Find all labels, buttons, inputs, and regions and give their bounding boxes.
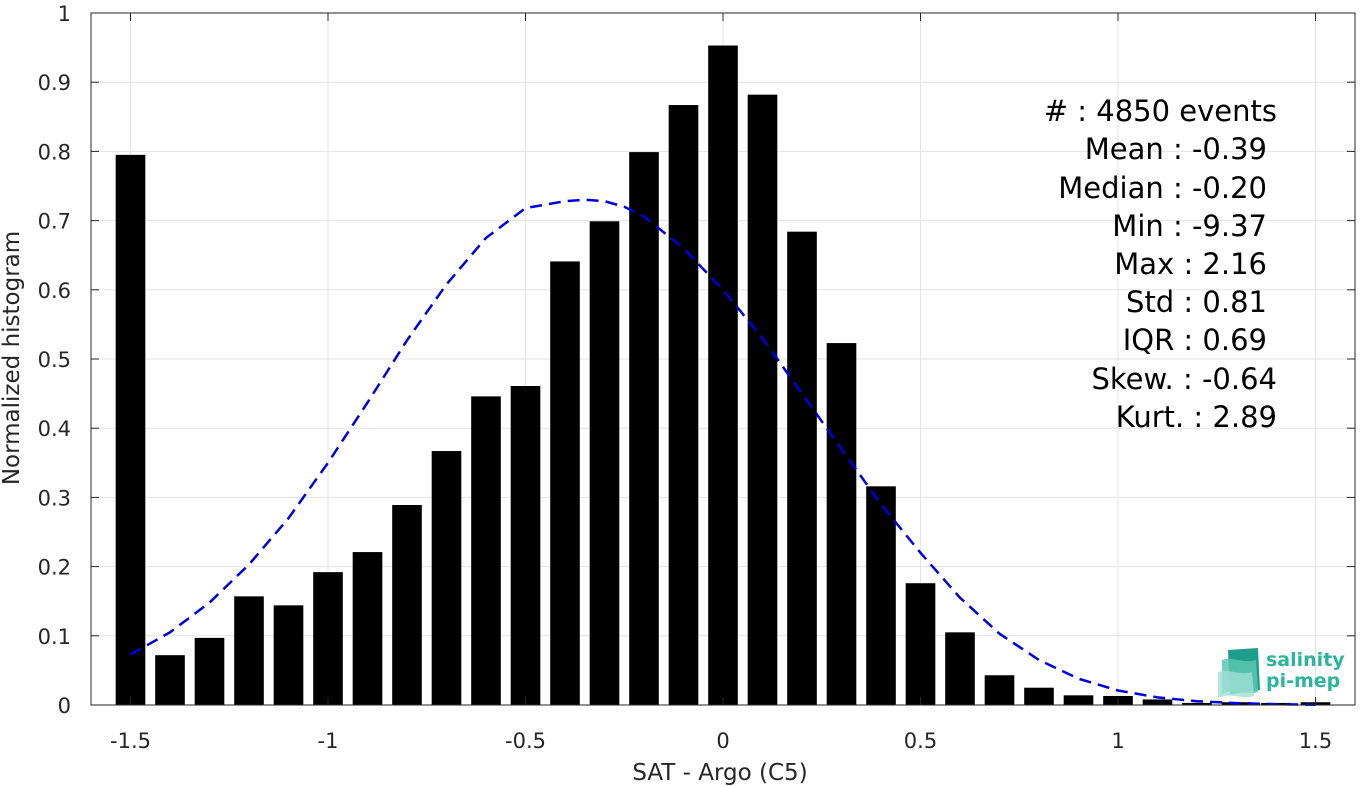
- histogram-bar: [984, 675, 1015, 705]
- stat-mean: Mean : -0.39: [1085, 132, 1267, 166]
- stat-min: Min : -9.37: [1112, 209, 1267, 243]
- histogram-bar: [194, 637, 225, 705]
- histogram-bar: [115, 154, 146, 706]
- x-tick-label: -1.5: [110, 729, 151, 753]
- stat-max: Max : 2.16: [1114, 247, 1267, 281]
- histogram-bar: [826, 343, 857, 705]
- y-tick-label: 0.9: [38, 71, 71, 95]
- histogram-bar: [787, 231, 817, 705]
- histogram-bar: [1024, 687, 1054, 705]
- x-tick-label: -1: [318, 729, 339, 753]
- stat-iqr: IQR : 0.69: [1123, 323, 1267, 357]
- wave-logo-icon: [1218, 648, 1260, 698]
- stat-skew: Skew. : -0.64: [1091, 362, 1277, 396]
- histogram-bar: [708, 45, 738, 706]
- y-tick-label: 0.4: [38, 417, 71, 441]
- histogram-bar: [234, 596, 264, 705]
- histogram-bar: [392, 505, 422, 705]
- y-tick-label: 1: [58, 2, 71, 26]
- histogram-bar: [589, 221, 620, 706]
- stat-kurt: Kurt. : 2.89: [1116, 400, 1277, 434]
- y-tick-label: 0.1: [38, 625, 71, 649]
- histogram-bar: [945, 632, 975, 705]
- y-tick-label: 0.3: [38, 486, 71, 510]
- histogram-bar: [866, 486, 896, 705]
- histogram-bar: [352, 552, 383, 705]
- stat-std: Std : 0.81: [1126, 285, 1267, 319]
- histogram-bar: [629, 152, 659, 706]
- histogram-bar: [471, 396, 501, 705]
- y-axis-ticks: 0 0.1 0.2 0.3 0.4 0.5 0.6 0.7 0.8 0.9 1: [38, 2, 1355, 718]
- y-tick-label: 0: [58, 694, 71, 718]
- histogram-bars: [115, 45, 1331, 706]
- histogram-bar: [273, 605, 304, 705]
- x-axis-ticks: -1.5 -1 -0.5 0 0.5 1 1.5: [110, 13, 1332, 753]
- y-tick-label: 0.8: [38, 140, 71, 164]
- histogram-bar: [155, 655, 185, 705]
- logo-text-pimep: pi-mep: [1266, 670, 1340, 692]
- histogram-bar: [1063, 695, 1094, 705]
- stat-events: # : 4850 events: [1044, 94, 1277, 128]
- x-tick-label: 0.5: [904, 729, 937, 753]
- histogram-bar: [747, 94, 778, 705]
- histogram-bar: [905, 583, 936, 705]
- y-tick-label: 0.7: [38, 210, 71, 234]
- histogram-bar: [668, 105, 699, 705]
- histogram-bar: [431, 451, 462, 705]
- histogram-bar: [510, 385, 541, 705]
- histogram-bar: [313, 572, 343, 705]
- fit-curve-line: [129, 198, 1316, 706]
- histogram-bar: [1142, 699, 1173, 705]
- histogram-bar: [1182, 702, 1212, 705]
- salinity-pimep-logo: salinity pi-mep: [1218, 648, 1345, 698]
- y-axis-label: Normalized histogram: [0, 231, 25, 485]
- stat-median: Median : -0.20: [1058, 171, 1267, 205]
- y-tick-label: 0.6: [38, 279, 71, 303]
- histogram-bar: [550, 261, 580, 705]
- logo-text-salinity: salinity: [1266, 649, 1345, 671]
- x-axis-label: SAT - Argo (C5): [632, 760, 807, 786]
- x-tick-label: 1: [1111, 729, 1124, 753]
- x-tick-label: 1.5: [1299, 729, 1332, 753]
- y-tick-label: 0.2: [38, 556, 71, 580]
- x-tick-label: -0.5: [505, 729, 546, 753]
- y-tick-label: 0.5: [38, 348, 71, 372]
- statistics-annotation: # : 4850 events Mean : -0.39 Median : -0…: [1044, 94, 1277, 434]
- x-tick-label: 0: [716, 729, 729, 753]
